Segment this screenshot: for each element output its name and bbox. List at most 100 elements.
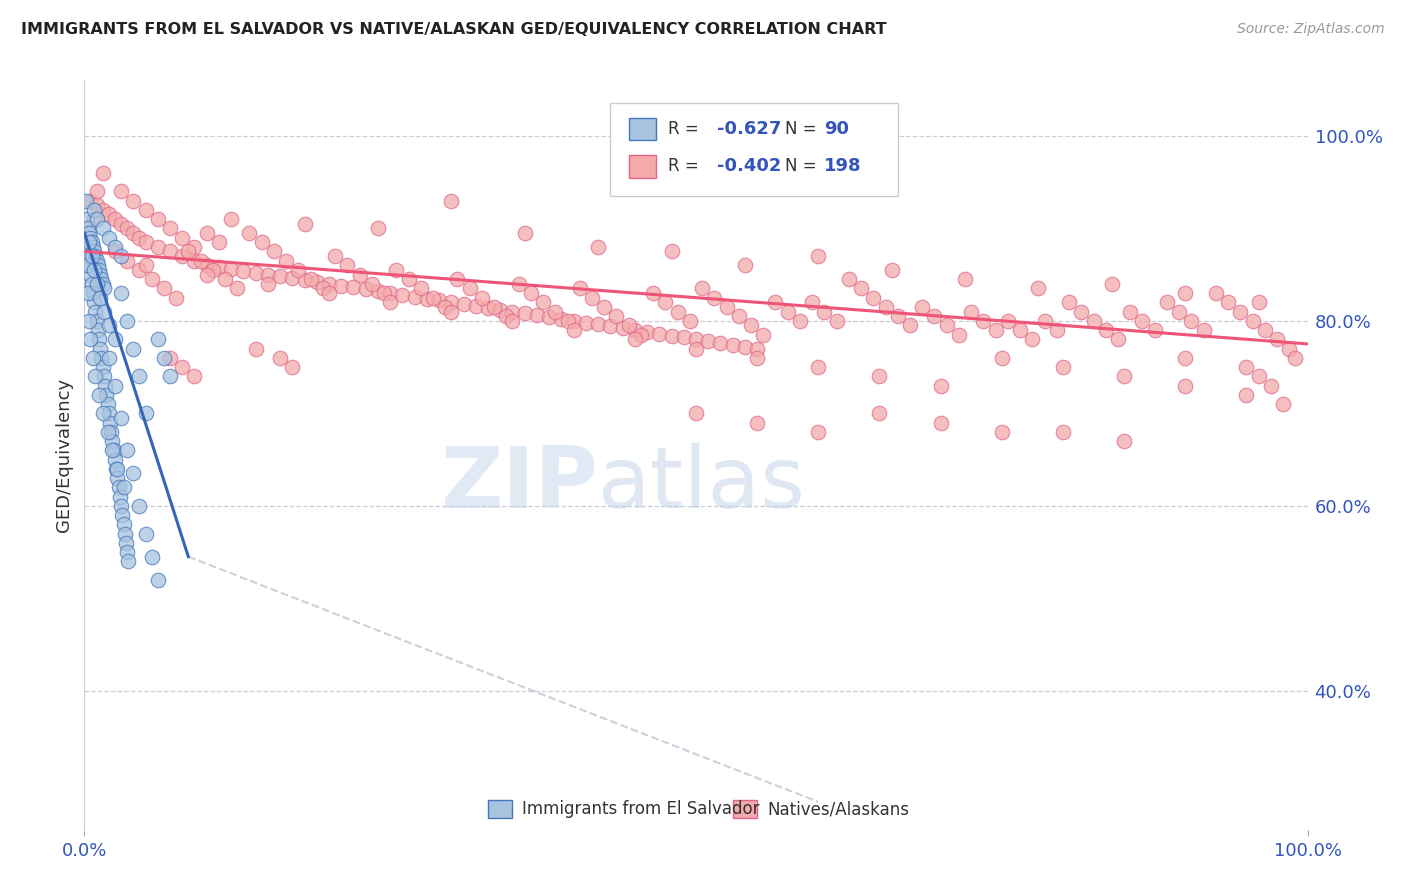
Point xyxy=(159,244,181,259)
Point xyxy=(323,249,346,263)
Point xyxy=(105,471,128,485)
Point xyxy=(513,226,536,240)
Point xyxy=(709,336,731,351)
Text: N =: N = xyxy=(786,120,823,138)
Point xyxy=(1284,351,1306,365)
Point xyxy=(721,338,744,352)
Point xyxy=(690,281,713,295)
Point xyxy=(87,263,110,277)
Point xyxy=(875,300,897,314)
Point xyxy=(1070,304,1092,318)
Point xyxy=(385,263,408,277)
Point xyxy=(98,416,121,430)
Point xyxy=(75,194,97,208)
Point xyxy=(79,194,101,208)
Point xyxy=(128,230,150,244)
Point xyxy=(77,221,100,235)
Point xyxy=(146,212,169,227)
Point xyxy=(666,304,689,318)
Point xyxy=(685,342,707,356)
Point xyxy=(464,299,486,313)
Point xyxy=(1174,286,1197,301)
Point xyxy=(208,235,231,249)
Point xyxy=(446,272,468,286)
Point xyxy=(115,443,138,458)
Point xyxy=(93,369,115,384)
Point xyxy=(404,290,426,304)
FancyBboxPatch shape xyxy=(488,799,513,818)
FancyBboxPatch shape xyxy=(628,118,655,140)
Point xyxy=(801,295,824,310)
Point xyxy=(122,342,145,356)
Point xyxy=(80,235,103,249)
Point xyxy=(972,314,994,328)
Point xyxy=(135,202,157,217)
Point xyxy=(86,212,108,227)
Point xyxy=(91,202,114,217)
Point xyxy=(380,295,402,310)
Point xyxy=(776,304,799,318)
Point xyxy=(115,536,138,550)
Point xyxy=(107,480,129,494)
Point xyxy=(83,202,105,217)
Point xyxy=(183,253,205,268)
Text: IMMIGRANTS FROM EL SALVADOR VS NATIVE/ALASKAN GED/EQUIVALENCY CORRELATION CHART: IMMIGRANTS FROM EL SALVADOR VS NATIVE/AL… xyxy=(21,22,887,37)
Point xyxy=(336,258,359,272)
Point xyxy=(128,369,150,384)
Point xyxy=(79,268,101,282)
Point xyxy=(195,226,218,240)
Point xyxy=(562,314,585,328)
Point xyxy=(101,443,124,458)
Text: -0.402: -0.402 xyxy=(717,158,782,176)
Point xyxy=(1174,351,1197,365)
Point xyxy=(83,263,105,277)
Point xyxy=(287,263,309,277)
Point xyxy=(734,258,756,272)
Point xyxy=(195,258,218,272)
Point xyxy=(330,278,353,293)
Point xyxy=(91,166,114,180)
Point xyxy=(86,253,108,268)
Point xyxy=(104,332,127,346)
Point xyxy=(495,309,517,323)
Point xyxy=(1132,314,1154,328)
Text: atlas: atlas xyxy=(598,443,806,526)
Point xyxy=(360,277,382,291)
Point xyxy=(373,286,395,301)
Point xyxy=(458,281,481,295)
Point xyxy=(105,462,128,476)
Point xyxy=(1052,425,1074,439)
Point xyxy=(172,359,194,374)
Point xyxy=(807,425,830,439)
Point xyxy=(110,184,132,198)
Point xyxy=(453,297,475,311)
Point xyxy=(79,332,101,346)
Point xyxy=(97,406,120,420)
Point xyxy=(697,334,720,348)
Point xyxy=(86,277,108,291)
Point xyxy=(747,351,769,365)
Point xyxy=(90,272,112,286)
Point xyxy=(183,240,205,254)
Point xyxy=(97,318,120,333)
Point xyxy=(1057,295,1080,310)
Point xyxy=(342,280,364,294)
Point xyxy=(110,286,132,301)
Point xyxy=(997,314,1019,328)
Point xyxy=(789,314,811,328)
Point xyxy=(318,286,340,301)
Point xyxy=(190,253,212,268)
Point xyxy=(636,325,658,339)
Point xyxy=(869,369,891,384)
Point xyxy=(747,342,769,356)
Point xyxy=(77,314,100,328)
FancyBboxPatch shape xyxy=(733,799,758,818)
Point xyxy=(87,332,110,346)
Point xyxy=(135,406,157,420)
Point xyxy=(232,264,254,278)
Point xyxy=(508,277,530,291)
Point xyxy=(643,286,665,301)
Point xyxy=(90,351,112,365)
Point xyxy=(294,217,316,231)
Point xyxy=(135,258,157,272)
